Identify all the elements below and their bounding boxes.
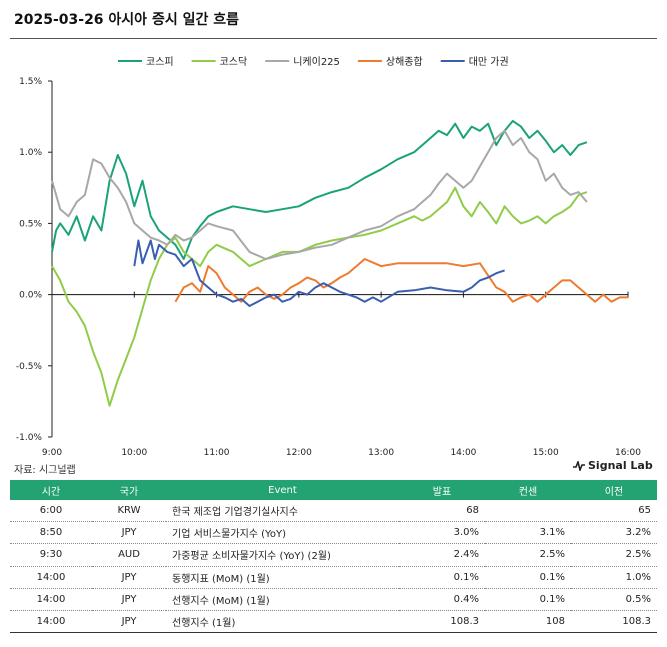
series-line	[51, 119, 588, 260]
cell-time: 9:30	[10, 543, 92, 567]
x-tick-label: 13:00	[368, 448, 394, 458]
table-row: 8:50 JPY 기업 서비스물가지수 (YoY) 3.0% 3.1% 3.2%	[10, 521, 657, 545]
x-tick-label: 14:00	[450, 448, 476, 458]
cell-country: KRW	[92, 500, 166, 523]
cell-time: 14:00	[10, 566, 92, 589]
cell-previous: 1.0%	[571, 566, 657, 589]
cell-previous: 108.3	[571, 610, 657, 634]
pulse-icon	[573, 459, 585, 473]
y-tick-label: 1.5%	[19, 77, 42, 87]
line-chart: 코스피 코스닥 니케이225 상해종합 대만 가권 1.5% 1.0% 0.5% 0.0% -0…	[16, 55, 641, 458]
legend-label: 코스닥	[220, 56, 248, 68]
cell-consensus	[485, 500, 571, 523]
cell-actual: 2.4%	[399, 543, 485, 567]
table-row: 14:00 JPY 동행지표 (MoM) (1월) 0.1% 0.1% 1.0%	[10, 566, 657, 589]
series-line	[51, 129, 588, 260]
y-tick-label: -1.0%	[16, 433, 43, 443]
page-title: 2025-03-26 아시아 증시 일간 흐름	[14, 12, 239, 28]
cell-previous: 2.5%	[571, 543, 657, 567]
cell-actual: 108.3	[399, 610, 485, 634]
legend-label: 상해종합	[386, 55, 423, 68]
cell-previous: 65	[571, 500, 657, 523]
series-line	[174, 258, 628, 303]
cell-actual: 0.1%	[399, 566, 485, 589]
cell-consensus: 3.1%	[485, 521, 571, 545]
brand-logo: Signal Lab	[573, 459, 653, 473]
cell-previous: 0.5%	[571, 588, 657, 611]
table-row: 14:00 JPY 선행지수 (MoM) (1월) 0.4% 0.1% 0.5%	[10, 588, 657, 611]
cell-actual: 0.4%	[399, 588, 485, 611]
cell-consensus: 2.5%	[485, 543, 571, 567]
cell-event: 선행지수 (MoM) (1월)	[166, 588, 399, 611]
cell-event: 가중평균 소비자물가지수 (YoY) (2월)	[166, 543, 399, 567]
economic-events-table: 시간 국가 Event 발표 컨센 이전 6:00 KRW 한국 제조업 기업경…	[10, 480, 657, 634]
legend-label: 대만 가권	[469, 56, 509, 68]
legend-label: 니케이225	[293, 56, 340, 68]
legend-label: 코스피	[146, 56, 174, 68]
table-header-row: 시간 국가 Event 발표 컨센 이전	[10, 480, 657, 500]
cell-time: 14:00	[10, 588, 92, 611]
source-note: 자료: 시그널랩	[14, 465, 76, 476]
series-line	[133, 239, 505, 307]
brand-name: Signal Lab	[588, 459, 653, 472]
cell-time: 14:00	[10, 610, 92, 634]
x-tick-label: 11:00	[204, 448, 230, 458]
cell-actual: 3.0%	[399, 521, 485, 545]
table-row: 14:00 JPY 선행지수 (1월) 108.3 108 108.3	[10, 610, 657, 634]
y-axis: 1.5% 1.0% 0.5% 0.0% -0.5% -1.0%	[16, 77, 53, 443]
table-row: 9:30 AUD 가중평균 소비자물가지수 (YoY) (2월) 2.4% 2.…	[10, 543, 657, 567]
series-line	[51, 186, 588, 407]
cell-event: 동행지표 (MoM) (1월)	[166, 566, 399, 589]
header-time: 시간	[10, 480, 92, 500]
cell-consensus: 108	[485, 610, 571, 634]
cell-time: 8:50	[10, 521, 92, 545]
header-consensus: 컨센	[485, 480, 571, 500]
header-event: Event	[166, 480, 399, 500]
cell-country: JPY	[92, 521, 166, 545]
y-tick-label: 1.0%	[19, 148, 42, 158]
cell-consensus: 0.1%	[485, 588, 571, 611]
x-axis: 9:00 10:00 11:00 12:00 13:00 14:00 15:00 16:00	[42, 291, 641, 458]
x-tick-label: 12:00	[286, 448, 312, 458]
y-tick-label: -0.5%	[16, 362, 43, 372]
cell-event: 선행지수 (1월)	[166, 610, 399, 634]
cell-event: 기업 서비스물가지수 (YoY)	[166, 521, 399, 545]
cell-consensus: 0.1%	[485, 566, 571, 589]
cell-country: JPY	[92, 610, 166, 634]
x-tick-label: 9:00	[42, 448, 62, 458]
cell-country: JPY	[92, 566, 166, 589]
header-previous: 이전	[571, 480, 657, 500]
cell-country: AUD	[92, 543, 166, 567]
cell-time: 6:00	[10, 500, 92, 523]
y-tick-label: 0.0%	[19, 291, 42, 301]
x-tick-label: 10:00	[121, 448, 147, 458]
header-country: 국가	[92, 480, 166, 500]
plot-series	[51, 119, 628, 407]
cell-event: 한국 제조업 기업경기실사지수	[166, 500, 399, 523]
title-divider	[10, 38, 657, 39]
x-tick-label: 15:00	[533, 448, 559, 458]
cell-actual: 68	[399, 500, 485, 523]
cell-previous: 3.2%	[571, 521, 657, 545]
cell-country: JPY	[92, 588, 166, 611]
y-tick-label: 0.5%	[19, 219, 42, 229]
header-actual: 발표	[399, 480, 485, 500]
x-tick-label: 16:00	[615, 448, 641, 458]
table-row: 6:00 KRW 한국 제조업 기업경기실사지수 68 65	[10, 500, 657, 523]
chart-legend: 코스피 코스닥 니케이225 상해종합 대만 가권	[118, 55, 509, 68]
